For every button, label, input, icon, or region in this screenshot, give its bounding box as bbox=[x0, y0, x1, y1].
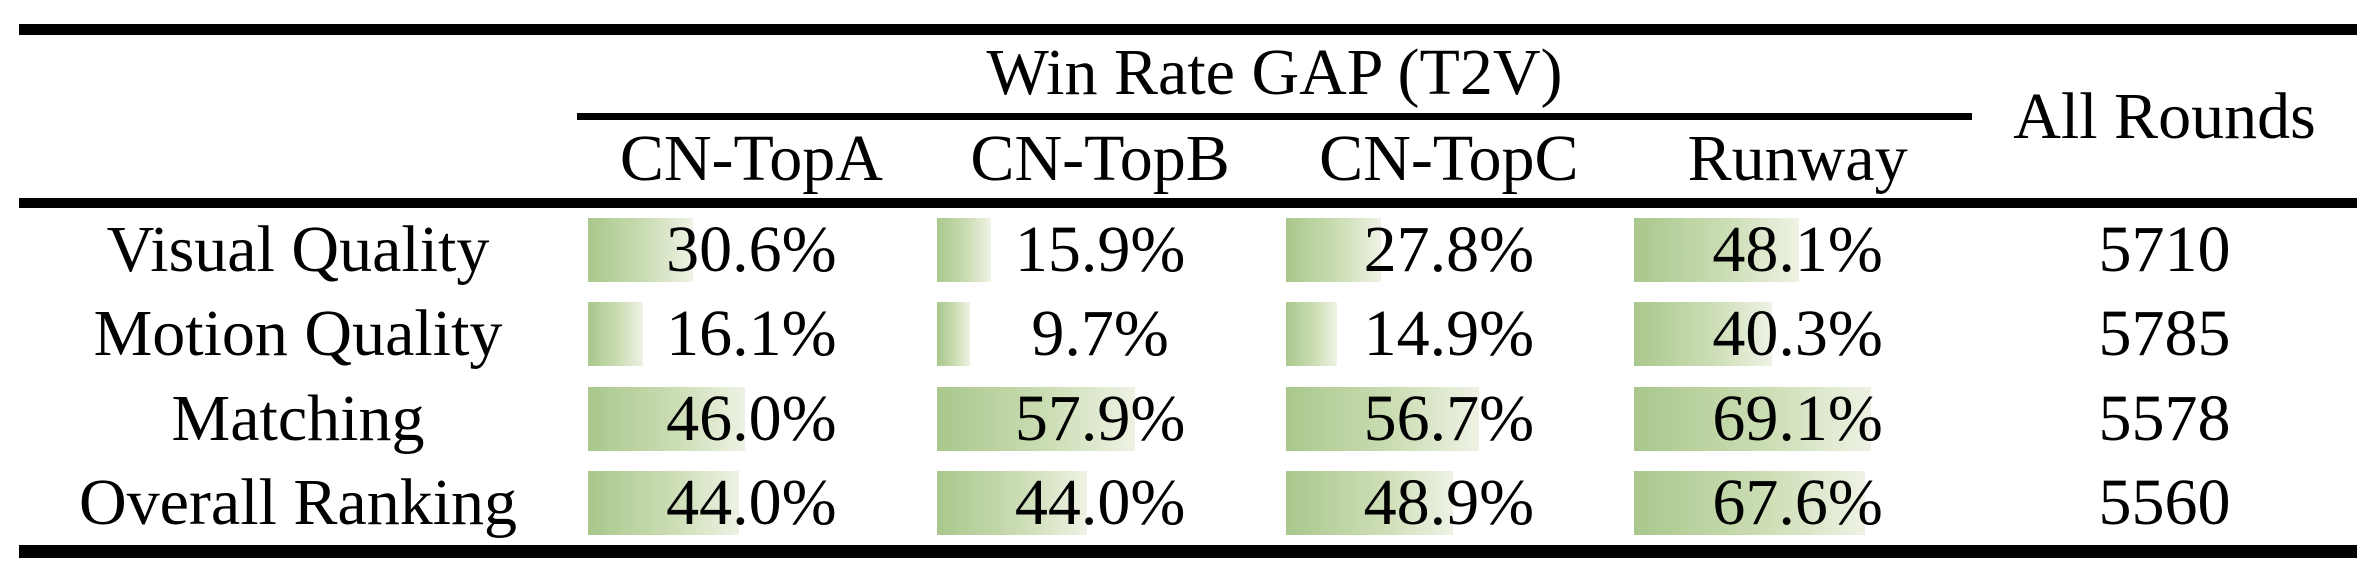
win-rate-value: 56.7% bbox=[1363, 381, 1535, 455]
win-rate-value: 48.9% bbox=[1363, 465, 1535, 539]
table-cell: 44.0% bbox=[577, 461, 926, 545]
all-rounds-value: 5785 bbox=[2098, 297, 2231, 371]
win-rate-value: 46.0% bbox=[666, 381, 837, 455]
win-rate-value: 57.9% bbox=[1014, 381, 1186, 455]
group-header-win-rate-gap: Win Rate GAP (T2V) bbox=[986, 36, 1563, 109]
table-cell: 56.7% bbox=[1275, 377, 1624, 461]
win-rate-bar bbox=[936, 470, 1088, 535]
table-cell: 69.1% bbox=[1623, 377, 1972, 461]
win-rate-value: 48.1% bbox=[1712, 213, 1883, 287]
header-bottom-rule bbox=[19, 198, 2357, 208]
top-rule bbox=[19, 24, 2357, 35]
win-rate-value: 69.1% bbox=[1712, 381, 1883, 455]
table-cell: 44.0% bbox=[926, 461, 1275, 545]
win-rate-bar bbox=[1634, 470, 1866, 535]
column-header-all-rounds: All Rounds bbox=[2013, 79, 2316, 153]
win-rate-bar bbox=[588, 302, 644, 367]
column-header-cn-topc: CN-TopC bbox=[1319, 122, 1579, 195]
win-rate-bar bbox=[1285, 386, 1480, 451]
table-row-motion-quality: Motion Quality 16.1% 9.7% 14.9% 40.3% 57… bbox=[19, 292, 2357, 376]
win-rate-value: 15.9% bbox=[1014, 213, 1186, 287]
bottom-rule bbox=[19, 545, 2357, 558]
table-cell: 48.9% bbox=[1275, 461, 1624, 545]
group-header-underline bbox=[577, 113, 1972, 120]
win-rate-bar bbox=[936, 386, 1135, 451]
table-cell: 27.8% bbox=[1275, 208, 1624, 292]
table-cell: 15.9% bbox=[926, 208, 1275, 292]
table-cell: 48.1% bbox=[1623, 208, 1972, 292]
win-rate-value: 44.0% bbox=[666, 465, 837, 539]
table-cell: 9.7% bbox=[926, 292, 1275, 376]
win-rate-bar bbox=[1634, 218, 1799, 283]
column-header-runway: Runway bbox=[1687, 122, 1908, 195]
column-headers: CN-TopA CN-TopB CN-TopC Runway bbox=[577, 120, 1972, 198]
win-rate-bar bbox=[936, 218, 992, 283]
table-body: Visual Quality 30.6% 15.9% 27.8% 48.1% 5… bbox=[19, 208, 2357, 545]
win-rate-bar bbox=[1285, 218, 1381, 283]
all-rounds-value: 5578 bbox=[2098, 381, 2231, 455]
table-row-visual-quality: Visual Quality 30.6% 15.9% 27.8% 48.1% 5… bbox=[19, 208, 2357, 292]
table-cell: 57.9% bbox=[926, 377, 1275, 461]
win-rate-value: 16.1% bbox=[666, 297, 837, 371]
table-cell: 40.3% bbox=[1623, 292, 1972, 376]
all-rounds-value: 5710 bbox=[2098, 213, 2231, 287]
win-rate-bar bbox=[588, 386, 746, 451]
win-rate-value: 14.9% bbox=[1363, 297, 1535, 371]
table-cell: 30.6% bbox=[577, 208, 926, 292]
win-rate-value: 67.6% bbox=[1712, 465, 1883, 539]
table-cell: 16.1% bbox=[577, 292, 926, 376]
win-rate-value: 27.8% bbox=[1363, 213, 1535, 287]
win-rate-bar bbox=[936, 302, 970, 367]
win-rate-bar bbox=[1634, 386, 1871, 451]
win-rate-value: 44.0% bbox=[1014, 465, 1186, 539]
row-label: Visual Quality bbox=[106, 213, 490, 287]
win-rate-bar bbox=[588, 218, 693, 283]
table-cell: 46.0% bbox=[577, 377, 926, 461]
table-row-matching: Matching 46.0% 57.9% 56.7% 69.1% 5578 bbox=[19, 377, 2357, 461]
win-rate-bar bbox=[1634, 302, 1773, 367]
column-header-cn-topb: CN-TopB bbox=[970, 122, 1230, 195]
win-rate-value: 30.6% bbox=[666, 213, 837, 287]
row-label: Overall Ranking bbox=[78, 465, 518, 539]
row-label: Matching bbox=[171, 381, 425, 455]
table-cell: 67.6% bbox=[1623, 461, 1972, 545]
win-rate-bar bbox=[1285, 470, 1453, 535]
win-rate-value: 40.3% bbox=[1712, 297, 1883, 371]
win-rate-bar bbox=[588, 470, 739, 535]
all-rounds-value: 5560 bbox=[2098, 465, 2231, 539]
row-label: Motion Quality bbox=[93, 297, 503, 371]
win-rate-bar bbox=[1285, 302, 1337, 367]
win-rate-value: 9.7% bbox=[1031, 297, 1169, 371]
table-cell: 14.9% bbox=[1275, 292, 1624, 376]
table-row-overall-ranking: Overall Ranking 44.0% 44.0% 48.9% 67.6% … bbox=[19, 461, 2357, 545]
column-header-cn-topa: CN-TopA bbox=[619, 122, 883, 195]
